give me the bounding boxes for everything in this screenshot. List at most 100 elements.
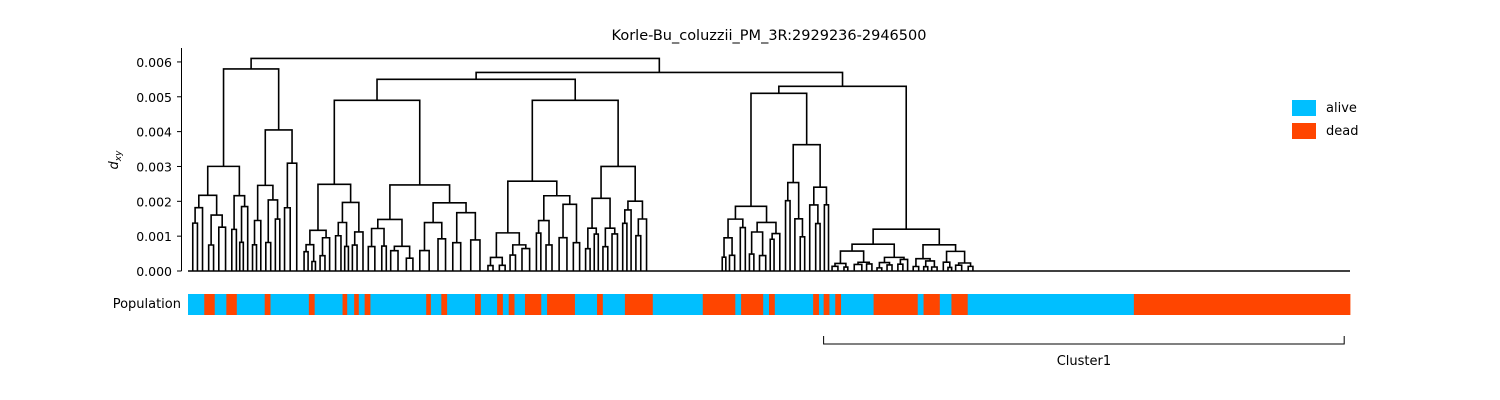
dendrogram-link xyxy=(635,234,642,271)
dendrogram-link xyxy=(967,265,974,271)
dendrogram-link xyxy=(604,227,616,247)
cluster-annotations: Cluster1 xyxy=(823,336,1345,369)
dendrogram-link xyxy=(637,218,648,271)
y-tick-label: 0.003 xyxy=(136,159,172,174)
dendrogram-link xyxy=(377,218,403,247)
population-segment-dead xyxy=(364,294,371,315)
population-segment-dead xyxy=(923,294,941,315)
dendrogram-link xyxy=(748,253,755,271)
y-tick-label: 0.001 xyxy=(136,229,172,244)
population-segment-dead xyxy=(508,294,515,315)
dendrogram-link xyxy=(217,226,227,271)
population-segment-dead xyxy=(823,294,830,315)
population-segment-alive xyxy=(214,294,227,315)
population-segment-dead xyxy=(204,294,216,315)
dendrogram-link xyxy=(337,221,348,247)
dendrogram-link xyxy=(945,250,966,263)
population-segment-alive xyxy=(735,294,742,315)
dendrogram-link xyxy=(721,256,727,271)
population-segment-alive xyxy=(430,294,442,315)
dendrogram-link xyxy=(930,266,938,271)
dendrogram-link xyxy=(305,243,315,262)
dendrogram-link xyxy=(572,241,581,271)
y-tick-label: 0.006 xyxy=(136,55,172,70)
population-segment-alive xyxy=(774,294,814,315)
dendrogram-link xyxy=(924,260,936,268)
dendrogram-link xyxy=(489,256,504,266)
dendrogram-link xyxy=(843,266,849,271)
population-segment-alive xyxy=(358,294,366,315)
dendrogram-link xyxy=(469,239,481,271)
population-segment-alive xyxy=(841,294,874,315)
dendrogram-link xyxy=(274,218,281,271)
population-segment-dead xyxy=(624,294,654,315)
dendrogram-link xyxy=(600,165,636,202)
dendrogram-link xyxy=(341,201,360,232)
population-segment-alive xyxy=(314,294,343,315)
population-segment-dead xyxy=(308,294,316,315)
population-segment-dead xyxy=(702,294,736,315)
dendrogram-link xyxy=(813,186,828,205)
dendrogram-link xyxy=(393,245,411,259)
dendrogram-link xyxy=(264,241,272,271)
dendrogram-link xyxy=(784,199,791,271)
dendrogram-link xyxy=(853,263,863,271)
dendrogram-link xyxy=(602,245,609,271)
dendrogram-link xyxy=(389,249,399,271)
cluster-bracket xyxy=(823,336,1345,345)
population-segment-alive xyxy=(763,294,770,315)
dendrogram-link xyxy=(498,264,506,271)
population-segment-alive xyxy=(602,294,626,315)
dendrogram-link xyxy=(333,99,421,185)
population-row-label: Population xyxy=(113,297,181,312)
dendrogram-link xyxy=(222,68,280,167)
dendrogram-link xyxy=(509,254,517,271)
dendrogram-link xyxy=(839,250,865,264)
dendrogram-link xyxy=(283,206,291,271)
y-tick-label: 0.002 xyxy=(136,194,172,209)
dendrogram-link xyxy=(317,183,352,231)
cluster-label: Cluster1 xyxy=(1057,354,1111,369)
dendrogram-link xyxy=(562,203,578,243)
dendrogram-link xyxy=(831,265,839,271)
dendrogram-link xyxy=(814,222,821,271)
population-segment-alive xyxy=(514,294,526,315)
chart-title: Korle-Bu_coluzzii_PM_3R:2929236-2946500 xyxy=(612,28,927,44)
population-segment-dead xyxy=(441,294,448,315)
population-segment-dead xyxy=(426,294,432,315)
population-segment-alive xyxy=(652,294,704,315)
dendrogram-link xyxy=(367,245,376,271)
dendrogram-link xyxy=(758,254,767,271)
dendrogram-link xyxy=(621,222,628,271)
y-tick-label: 0.004 xyxy=(136,125,172,140)
dendrogram-link xyxy=(531,99,619,182)
y-axis-label-main: d xyxy=(107,160,122,169)
y-axis-label-sub: xy xyxy=(114,150,124,162)
dendrogram-link xyxy=(587,227,598,249)
population-segment-dead xyxy=(1133,294,1351,315)
dendrogram-link xyxy=(922,265,929,271)
population-segment-dead xyxy=(741,294,764,315)
dendrogram-link xyxy=(794,217,804,271)
dendrogram-link xyxy=(734,205,768,223)
dendrogram-link xyxy=(899,258,909,271)
population-segment-alive xyxy=(480,294,498,315)
dendrogram-link xyxy=(511,244,527,256)
population-segment-alive xyxy=(541,294,548,315)
population-segment-alive xyxy=(574,294,598,315)
dendrogram-link xyxy=(264,129,293,186)
dendrogram-link xyxy=(233,194,246,230)
population-bar xyxy=(188,294,1351,315)
dendrogram-link xyxy=(267,199,279,243)
population-segment-dead xyxy=(597,294,604,315)
dendrogram-link xyxy=(535,232,542,271)
dendrogram-link xyxy=(584,247,591,271)
dendrogram-link xyxy=(206,165,241,196)
dendrogram-link xyxy=(376,78,577,101)
dendrogram-link xyxy=(319,254,326,271)
dendrogram-link xyxy=(739,226,747,271)
dendrogram-link xyxy=(543,194,571,221)
dendrogram-link xyxy=(954,264,963,271)
population-segment-alive xyxy=(270,294,310,315)
